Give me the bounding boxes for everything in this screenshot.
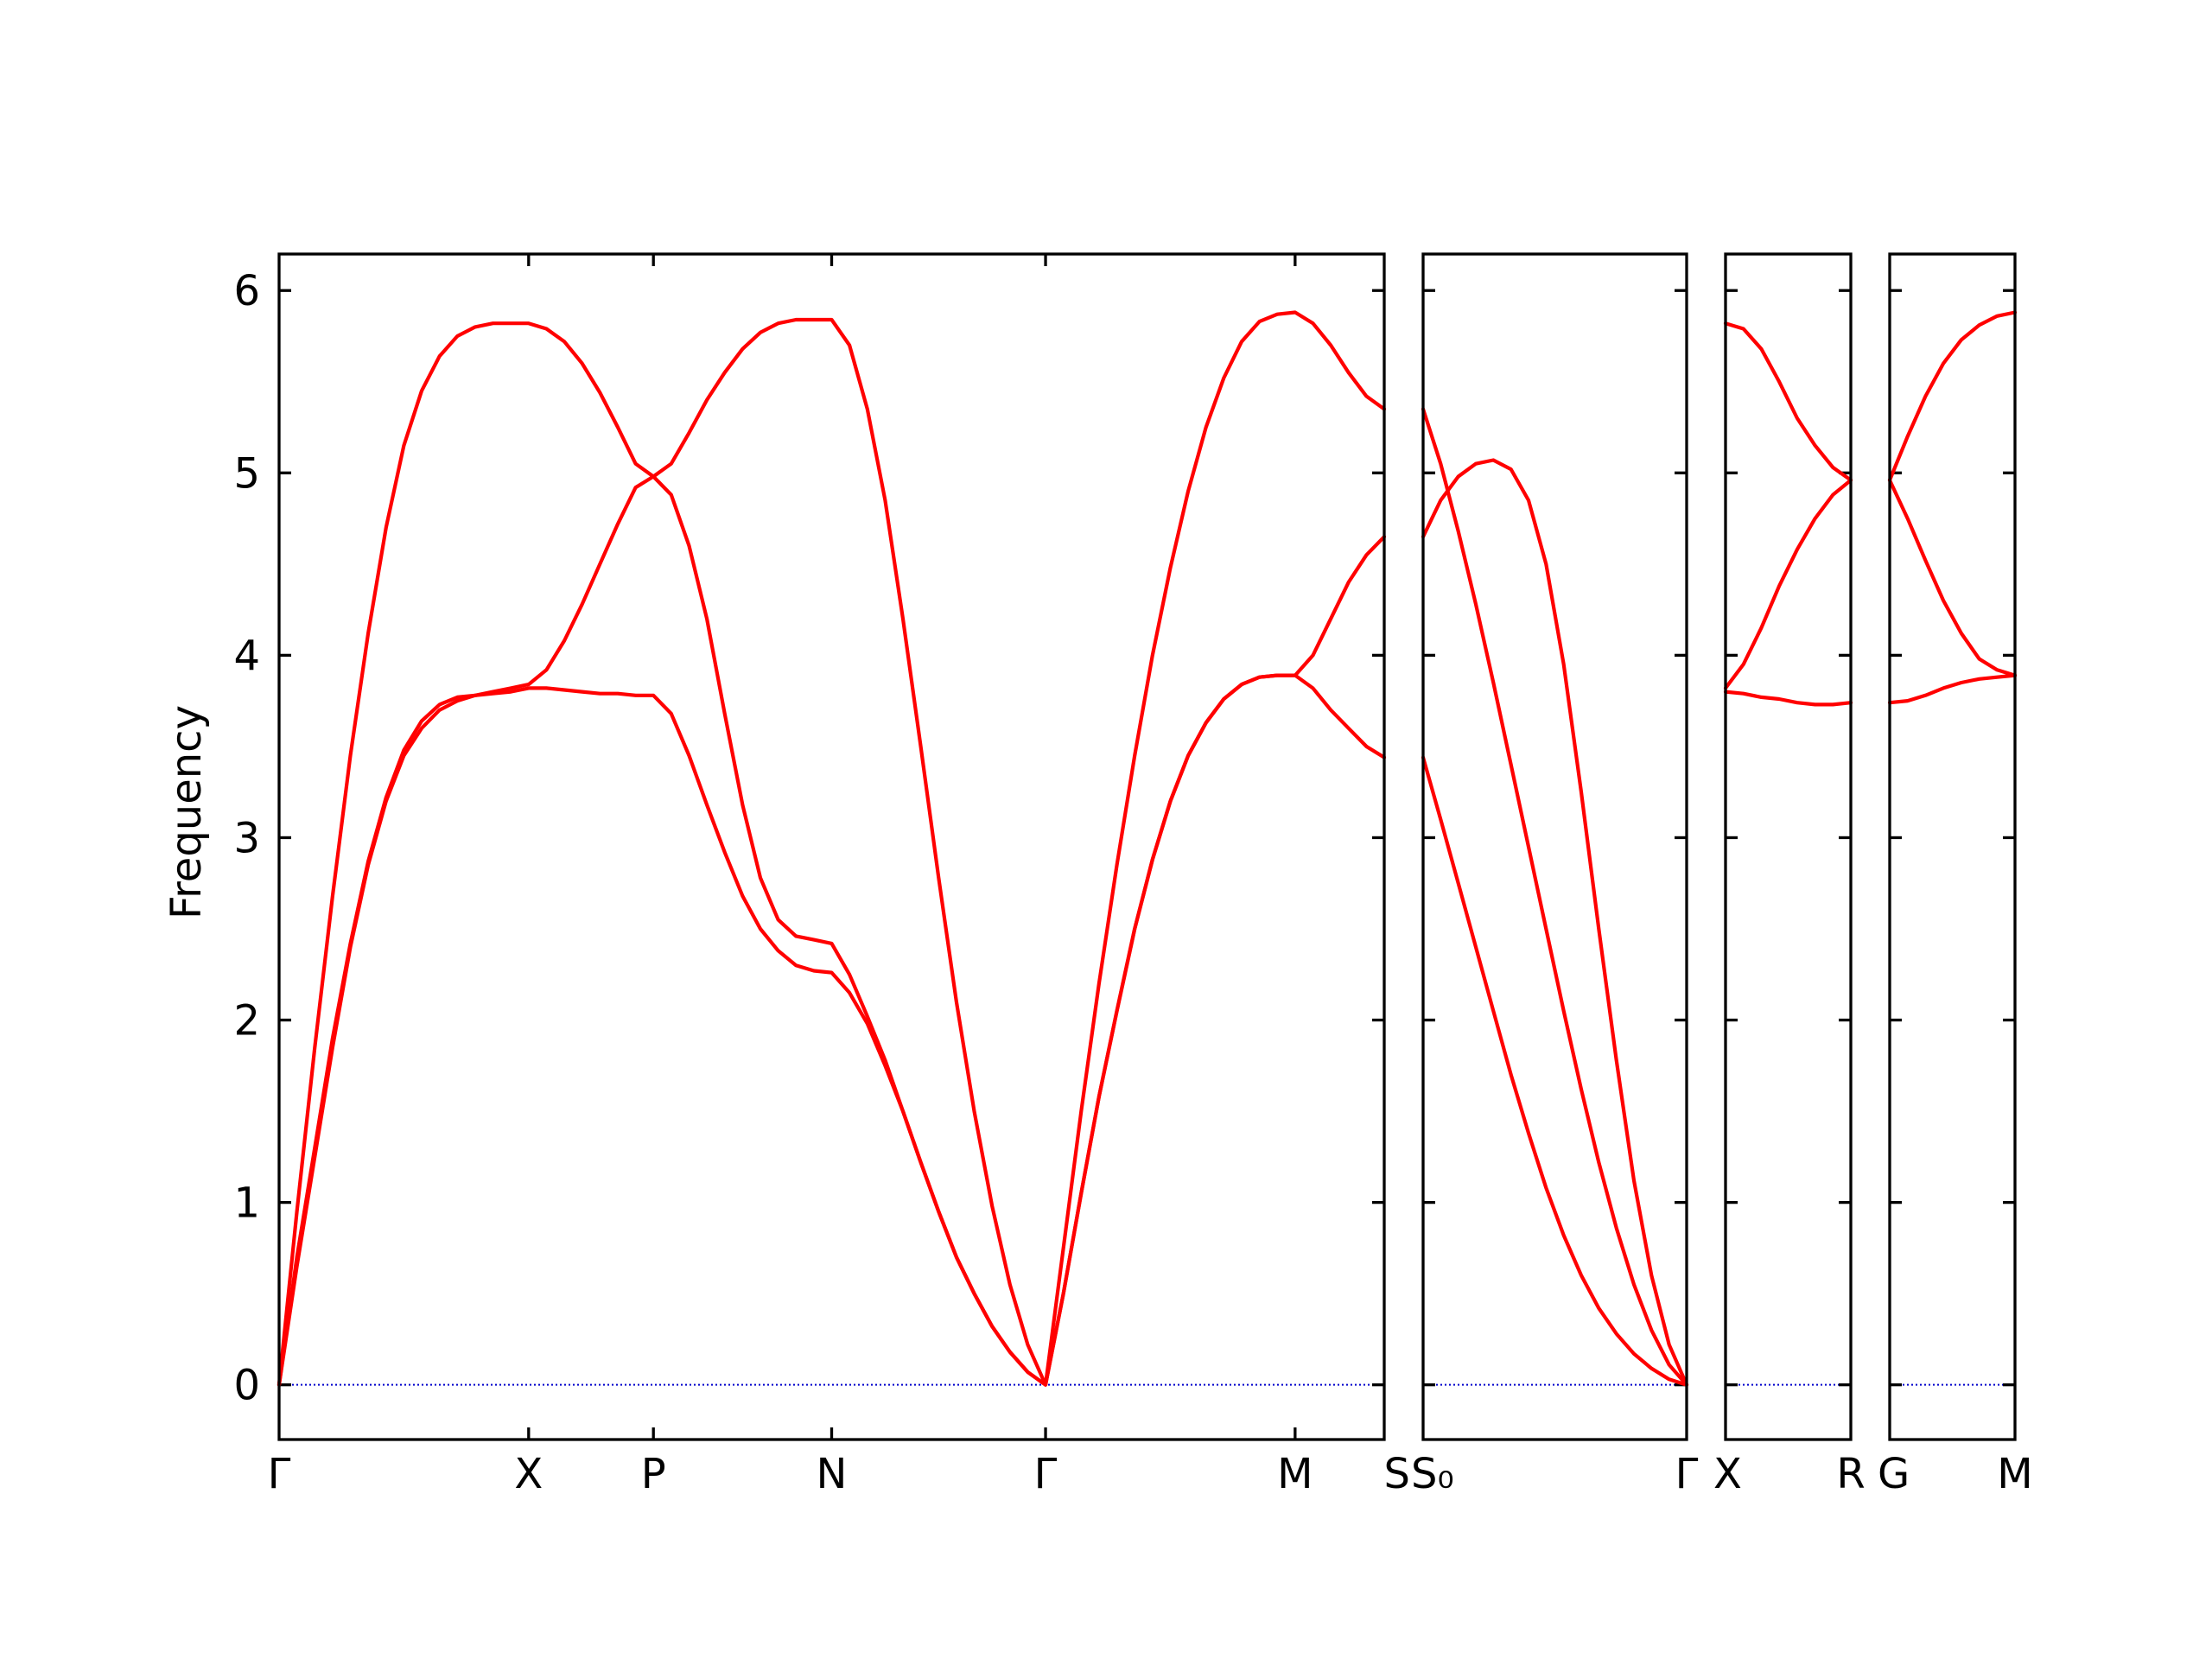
band-line-3 [276, 317, 1387, 1387]
x-tick-label: M [1277, 1450, 1313, 1498]
band-line-2 [1887, 478, 2018, 677]
x-tick-label: Γ [268, 1450, 291, 1498]
x-tick-label: M [1997, 1450, 2032, 1498]
panel-frame [1421, 252, 1688, 1441]
band-line-3 [1421, 407, 1689, 1387]
panel-frame [1888, 252, 2017, 1441]
x-tick-label: P [641, 1450, 666, 1498]
x-tick-label: Γ [1034, 1450, 1058, 1498]
band-line-2 [276, 310, 1387, 1387]
x-tick-label: R [1836, 1450, 1865, 1498]
y-tick-label: 2 [233, 997, 260, 1046]
y-tick-label: 0 [233, 1362, 260, 1410]
band-line-2 [1421, 458, 1689, 1387]
x-tick-label: N [817, 1450, 848, 1498]
panel-frame [1724, 252, 1853, 1441]
band-line-1 [1421, 755, 1689, 1387]
panel-frame [277, 252, 1386, 1441]
y-tick-label: 3 [233, 814, 260, 862]
x-tick-label: Γ [1675, 1450, 1699, 1498]
panel-1: Γ X P N Γ M S 0 1 2 3 4 5 6 [233, 252, 1410, 1498]
band-line-1 [1723, 690, 1853, 707]
y-tick-label: 1 [233, 1179, 260, 1228]
x-tick-label: G [1878, 1450, 1910, 1498]
x-tick-label: X [1713, 1450, 1742, 1498]
x-tick-label: S₀ [1411, 1450, 1454, 1498]
band-line-1 [1887, 673, 2018, 705]
x-tick-label: X [514, 1450, 543, 1498]
x-tick-label: S [1384, 1450, 1410, 1498]
y-tick-label: 5 [233, 449, 260, 498]
band-line-1 [276, 673, 1387, 1387]
panel-2: S₀ Γ [1411, 252, 1699, 1498]
band-line-3 [1887, 310, 2018, 482]
y-tick-label: 4 [233, 632, 260, 680]
y-axis-label: Frequency [162, 705, 211, 919]
band-line-2 [1723, 478, 1853, 690]
y-tick-label: 6 [233, 267, 260, 315]
band-line-3 [1723, 321, 1853, 482]
